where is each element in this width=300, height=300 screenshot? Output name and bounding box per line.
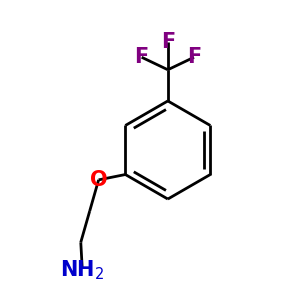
- Text: O: O: [90, 170, 107, 190]
- Text: F: F: [161, 32, 175, 52]
- Text: NH$_2$: NH$_2$: [60, 259, 104, 282]
- Text: F: F: [135, 47, 149, 67]
- Text: F: F: [187, 47, 201, 67]
